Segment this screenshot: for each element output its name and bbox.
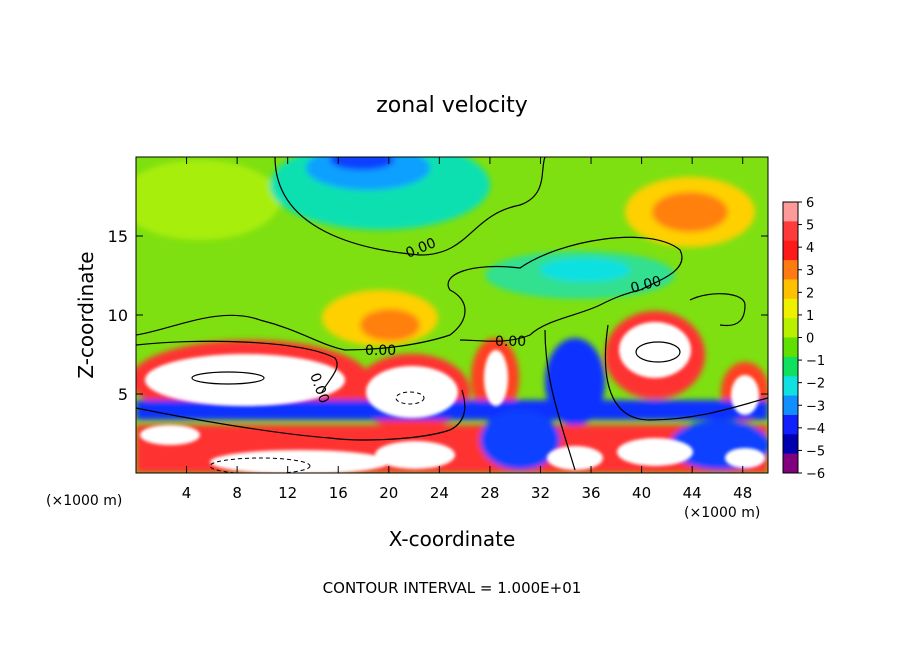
colorbar-label: 2 [806, 286, 814, 301]
colorbar-label: −4 [806, 422, 825, 437]
colorbar-swatch [783, 318, 798, 338]
colorbar-label: −1 [806, 354, 825, 369]
colorbar: 6 5 4 3 2 1 0 −1 −2 −3 −4 −5 −6 [782, 196, 825, 482]
x-tick-label: 28 [480, 484, 499, 502]
x-unit-left: (×1000 m) [46, 493, 122, 509]
colorbar-swatch [783, 356, 798, 377]
x-tick-label: 8 [232, 484, 242, 502]
colorbar-swatch [783, 221, 798, 242]
x-tick-label: 12 [278, 484, 297, 502]
colorbar-swatch [783, 376, 798, 397]
contour-label-3: 0.00 [365, 343, 396, 359]
x-axis-label: X-coordinate [389, 527, 516, 551]
colorbar-swatch [783, 395, 798, 416]
x-tick-label: 24 [430, 484, 449, 502]
heatmap-field: 0.00 0.00 0.00 0.00 0.00 [136, 157, 768, 473]
colorbar-label: 1 [806, 309, 814, 324]
colorbar-swatch [783, 298, 798, 319]
colorbar-label: 4 [806, 241, 814, 256]
chart-title: zonal velocity [376, 93, 528, 118]
x-unit-right: (×1000 m) [684, 505, 760, 521]
colorbar-label: 6 [806, 196, 814, 211]
x-tick-label: 20 [379, 484, 398, 502]
colorbar-label: −3 [806, 399, 825, 414]
colorbar-label: −2 [806, 377, 825, 392]
colorbar-swatch [783, 434, 798, 455]
colorbar-swatch [783, 414, 798, 435]
x-tick-label: 36 [581, 484, 600, 502]
y-tick-label: 15 [108, 227, 128, 246]
colorbar-swatch [783, 453, 798, 474]
x-tick-label: 16 [329, 484, 348, 502]
x-tick-label: 40 [632, 484, 651, 502]
colorbar-label: −5 [806, 444, 825, 459]
colorbar-label: 3 [806, 264, 814, 279]
y-axis: 5 10 15 [108, 227, 768, 404]
contour-label-2: 0.00 [629, 273, 663, 297]
colorbar-swatch [783, 240, 798, 261]
colorbar-swatch [783, 260, 798, 280]
x-tick-label: 48 [733, 484, 752, 502]
colorbar-swatch [783, 337, 798, 358]
colorbar-label: 5 [806, 219, 814, 234]
x-tick-label: 4 [182, 484, 192, 502]
colorbar-label: 0 [806, 332, 814, 347]
contour-interval-note: CONTOUR INTERVAL = 1.000E+01 [323, 579, 582, 597]
y-axis-label: Z-coordinate [74, 251, 98, 378]
colorbar-label: −6 [806, 467, 825, 482]
x-tick-label: 44 [683, 484, 702, 502]
y-tick-label: 10 [108, 306, 128, 325]
colorbar-swatch [783, 279, 798, 300]
x-tick-label: 32 [531, 484, 550, 502]
colorbar-swatch [783, 202, 798, 222]
contour-label-4: 0.00 [495, 334, 526, 350]
y-tick-label: 5 [118, 385, 128, 404]
x-axis: 4 8 12 16 20 24 28 32 36 40 44 48 [182, 157, 752, 502]
